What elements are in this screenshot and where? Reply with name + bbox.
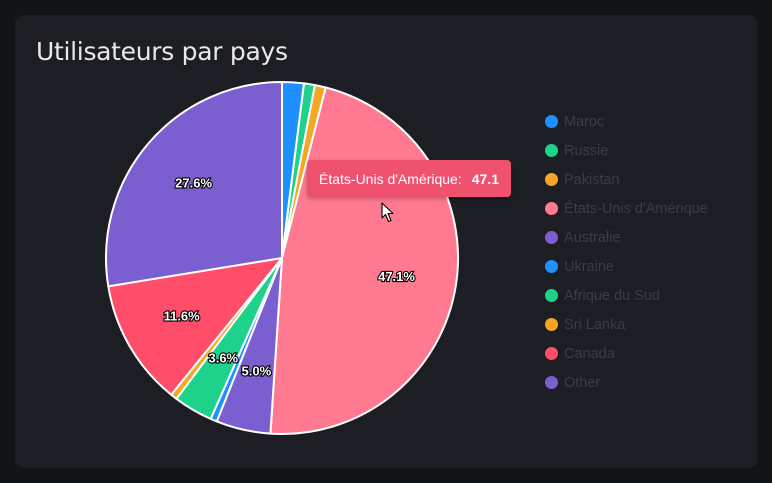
- legend-swatch: [545, 202, 558, 215]
- legend-item[interactable]: Afrique du Sud: [545, 281, 708, 310]
- legend-label: Other: [564, 374, 601, 391]
- legend-item[interactable]: Russie: [545, 136, 708, 165]
- slice-tooltip: États-Unis d'Amérique: 47.1: [307, 160, 511, 197]
- legend-label: Sri Lanka: [564, 316, 626, 333]
- legend-item[interactable]: Other: [545, 368, 708, 397]
- legend-label: Russie: [564, 142, 609, 159]
- legend-swatch: [545, 144, 558, 157]
- legend-label: Australie: [564, 229, 621, 246]
- mouse-pointer-icon: [381, 202, 394, 223]
- slice-data-label: 11.6%: [164, 309, 201, 324]
- legend-swatch: [545, 173, 558, 186]
- slice-data-label: 5.0%: [242, 364, 272, 379]
- legend-swatch: [545, 318, 558, 331]
- pie-slice[interactable]: [107, 257, 283, 396]
- legend-item[interactable]: Maroc: [545, 107, 708, 136]
- chart-title: Utilisateurs par pays: [36, 37, 288, 66]
- legend-item[interactable]: Canada: [545, 339, 708, 368]
- slice-data-label: 47.1%: [378, 269, 415, 284]
- legend-label: Afrique du Sud: [564, 287, 660, 304]
- legend-label: Canada: [564, 345, 615, 362]
- legend-swatch: [545, 347, 558, 360]
- tooltip-value: 47.1: [471, 170, 499, 187]
- legend-label: Maroc: [564, 113, 605, 130]
- legend-label: Ukraine: [564, 258, 614, 275]
- legend-item[interactable]: États-Unis d'Amérique: [545, 194, 708, 223]
- legend-item[interactable]: Pakistan: [545, 165, 708, 194]
- slice-data-label: 27.6%: [175, 175, 212, 190]
- legend-label: États-Unis d'Amérique: [564, 200, 708, 217]
- legend-swatch: [545, 115, 558, 128]
- legend-swatch: [545, 260, 558, 273]
- legend-item[interactable]: Ukraine: [545, 252, 708, 281]
- chart-legend: Maroc Russie Pakistan États-Unis d'Amérique…: [545, 107, 708, 397]
- legend-item[interactable]: Australie: [545, 223, 708, 252]
- slice-data-label: 3.6%: [208, 351, 238, 366]
- tooltip-label: États-Unis d'Amérique:: [319, 170, 462, 187]
- legend-label: Pakistan: [564, 171, 620, 188]
- legend-item[interactable]: Sri Lanka: [545, 310, 708, 339]
- pie-slice[interactable]: [105, 81, 283, 288]
- legend-swatch: [545, 231, 558, 244]
- chart-card: Utilisateurs par pays 47.1% 5.0% 3.6% 11.6%…: [15, 15, 757, 468]
- legend-swatch: [545, 289, 558, 302]
- legend-swatch: [545, 376, 558, 389]
